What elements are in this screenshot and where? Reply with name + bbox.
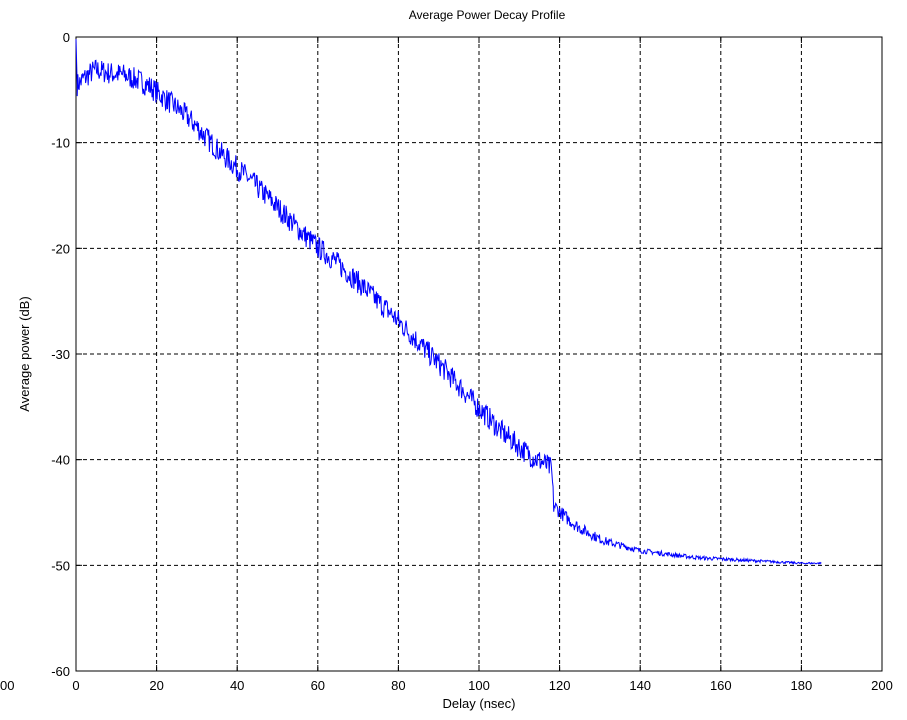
x-tick-label: 0 xyxy=(72,678,79,693)
y-tick-label: -20 xyxy=(51,241,70,256)
axis-ticks xyxy=(75,36,883,672)
y-tick-label: -10 xyxy=(51,136,70,151)
grid xyxy=(76,37,882,671)
y-axis-label: Average power (dB) xyxy=(17,296,32,411)
y-tick-label: 0 xyxy=(63,30,70,45)
left-cut-tick-label: 00 xyxy=(0,678,14,693)
y-tick-label: -30 xyxy=(51,347,70,362)
chart-title: Average Power Decay Profile xyxy=(409,8,566,22)
series-line xyxy=(75,39,822,565)
y-tick-label: -40 xyxy=(51,453,70,468)
x-tick-labels: 0 20 40 60 80 100 120 140 160 180 200 xyxy=(72,678,892,693)
x-axis-label: Delay (nsec) xyxy=(443,696,516,711)
x-tick-label: 140 xyxy=(629,678,651,693)
x-tick-label: 60 xyxy=(311,678,325,693)
y-tick-label: -50 xyxy=(51,558,70,573)
x-tick-label: 120 xyxy=(549,678,571,693)
x-tick-label: 20 xyxy=(149,678,163,693)
x-tick-label: 100 xyxy=(468,678,490,693)
x-tick-label: 180 xyxy=(791,678,813,693)
x-tick-label: 40 xyxy=(230,678,244,693)
x-tick-label: 200 xyxy=(871,678,893,693)
y-tick-labels: 0 -10 -20 -30 -40 -50 -60 xyxy=(51,30,70,679)
x-tick-label: 160 xyxy=(710,678,732,693)
y-tick-label: -60 xyxy=(51,664,70,679)
x-tick-label: 80 xyxy=(391,678,405,693)
